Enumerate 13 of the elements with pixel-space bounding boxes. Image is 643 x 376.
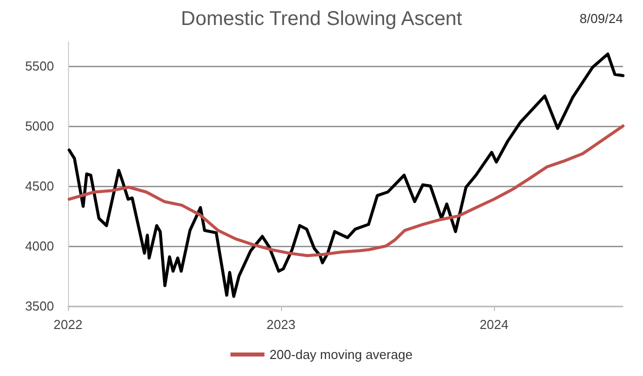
x-tick-label: 2024 xyxy=(480,317,508,332)
line-series xyxy=(68,124,624,258)
y-tick-label: 5000 xyxy=(25,118,54,134)
y-tick-label: 3500 xyxy=(25,298,54,314)
y-tick-label: 4000 xyxy=(25,238,54,254)
y-tick-label: 4500 xyxy=(25,178,54,194)
y-tick-label: 5500 xyxy=(25,58,54,74)
x-tick-label: 2023 xyxy=(266,317,296,332)
chart-title: Domestic Trend Slowing Ascent xyxy=(180,8,463,30)
line-series xyxy=(68,52,624,298)
legend-label: 200-day moving average xyxy=(269,347,413,362)
x-tick-label: 2022 xyxy=(54,317,82,332)
text: 8/09/24 xyxy=(580,11,623,26)
